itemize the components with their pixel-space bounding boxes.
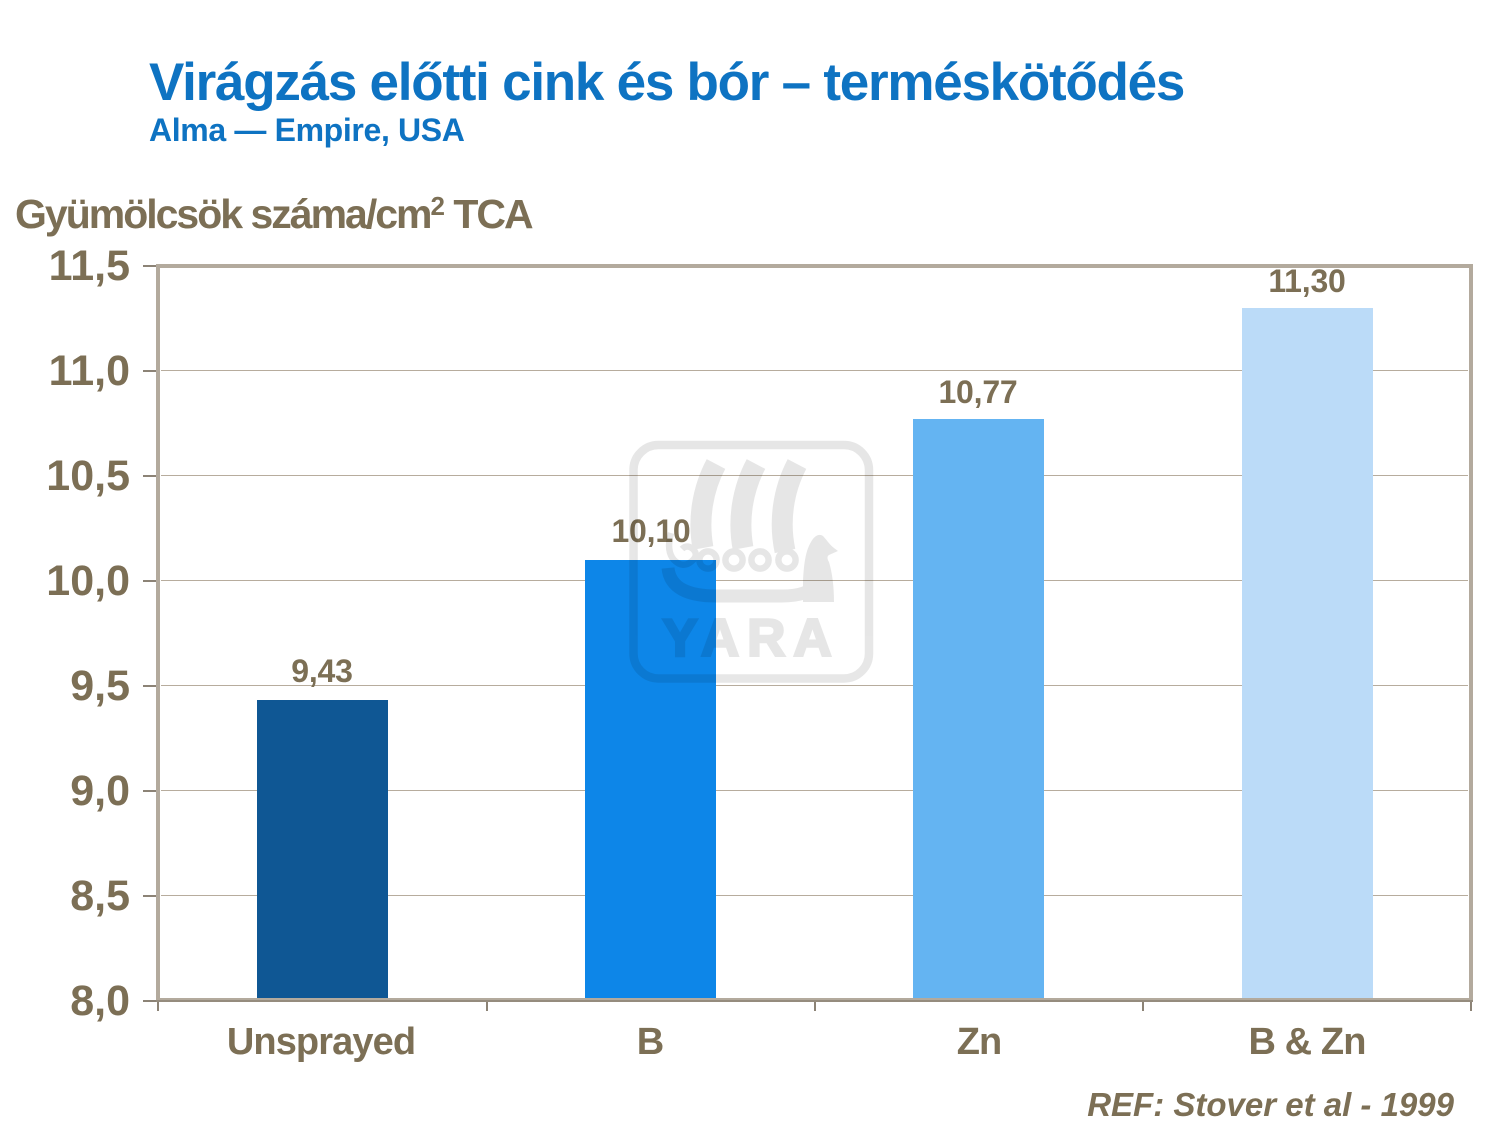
svg-text:YARA: YARA xyxy=(662,609,839,668)
